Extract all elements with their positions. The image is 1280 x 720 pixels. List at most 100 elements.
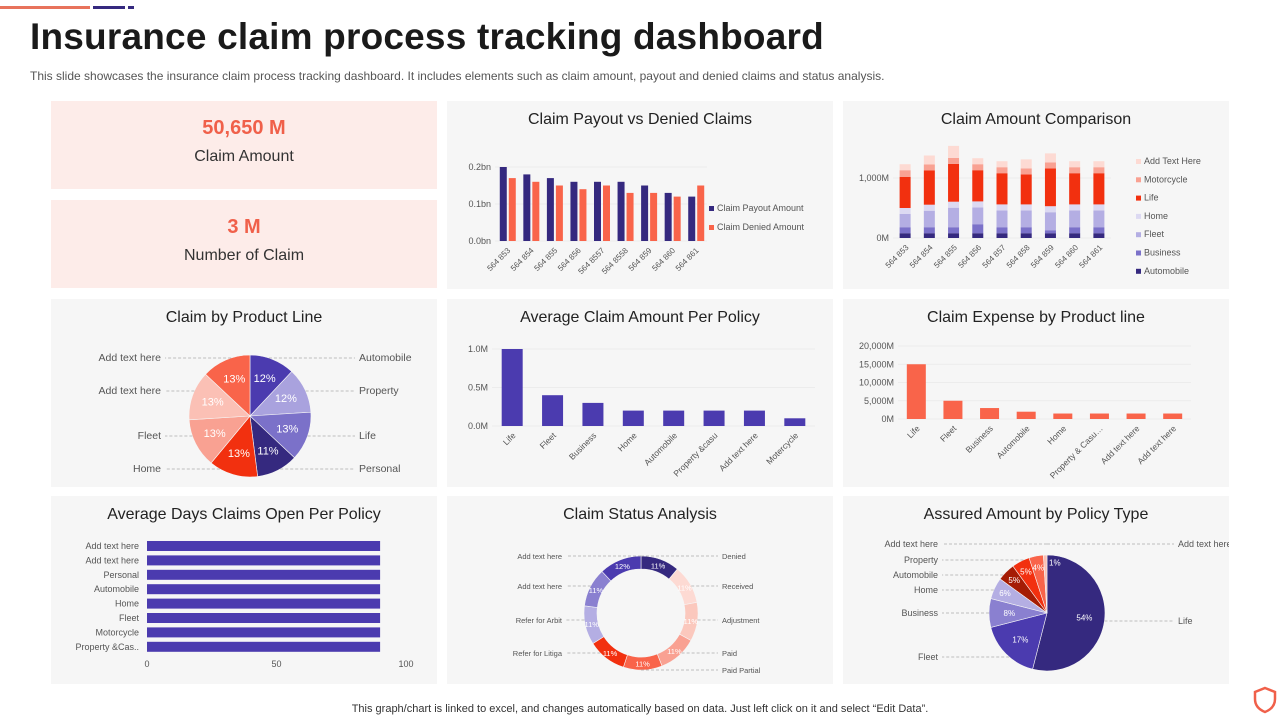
bar [688,196,696,241]
chart-claim-amount-comparison[interactable]: 0M 1,000M 564 853 564 854 564 855 564 856 564 … [843,101,1229,289]
bar-segment [1044,153,1056,163]
decor-line-orange [0,6,90,9]
bar-segment [1020,233,1032,238]
x-tick-label: 564 8558 [600,246,630,276]
bar [147,541,381,551]
slice-percent: 12% [615,562,630,571]
bar [532,181,540,241]
legend-label: Motorcycle [1144,174,1188,184]
bar-segment [1093,227,1105,234]
bar [784,418,806,426]
x-tick-label: Business [567,430,598,461]
y-tick-label: 20,000M [859,341,894,351]
bar-segment [1069,173,1081,205]
bar [542,395,564,426]
page-title: Insurance claim process tracking dashboa… [30,16,824,57]
bar-segment [972,164,984,171]
slice-label: Home [133,463,161,475]
bar-segment [1093,204,1105,211]
slice-percent: 54% [1076,614,1092,623]
y-tick-label: Add text here [85,541,139,551]
y-tick-label: 0.0M [468,421,488,431]
y-tick-label: Home [115,599,139,609]
pie-slice [1032,554,1106,672]
bar-segment [1044,168,1056,207]
chart-claim-expense[interactable]: 0M 5,000M 10,000M 15,000M 20,000M Life Fleet Bu… [843,299,1229,487]
bar-segment [972,201,984,208]
legend-swatch [1136,213,1141,219]
x-tick-label: 50 [271,659,281,669]
bar-segment [1020,168,1032,175]
bar [622,410,644,426]
x-tick-label: 0 [144,659,149,669]
legend-swatch [1136,177,1141,183]
bar-segment [948,145,960,158]
slice-label: Refer for Litiga [513,649,563,658]
bar [1016,411,1036,419]
bar-segment [1093,161,1105,168]
chart-average-claim-amount[interactable]: 0.0M 0.5M 1.0M Life Fleet Business Home Automob… [447,299,833,487]
x-tick-label: 564 853 [884,243,911,270]
slice-percent: 4% [1033,563,1045,572]
chart-claim-by-product-line[interactable]: 12% Automobile 12% Property 13% Life 11% Person… [51,299,437,487]
bar [499,167,507,241]
x-tick-label: Automobile [994,423,1031,460]
y-tick-label: 10,000M [859,378,894,388]
legend-label: Add Text Here [1144,156,1201,166]
chart-assured-amount[interactable]: 54% Life 17% Fleet 8% Business 6% Home 5% Automob… [843,496,1229,684]
x-tick-label: 564 859 [1029,243,1056,270]
slice-percent: 13% [202,397,224,409]
bar-segment [948,201,960,208]
bar-segment [923,210,935,228]
y-tick-label: Fleet [119,613,140,623]
slice-label: Add text here [517,582,562,591]
x-tick-label: Life [501,430,518,447]
bar [743,410,765,426]
bar [697,185,705,241]
legend-label: Claim Payout Amount [717,203,804,213]
legend-swatch [709,206,714,211]
kpi-label: Number of Claim [183,247,305,264]
legend-swatch [1136,159,1141,164]
bar [943,400,963,419]
bar-segment [1093,167,1105,174]
bar-segment [899,170,911,177]
bar-segment [1093,210,1105,228]
pie-slice [1043,554,1048,614]
slice-label: Paid [722,649,737,658]
legend-swatch [1136,232,1141,238]
slice-label: Property [359,385,399,397]
bar-segment [1020,227,1032,234]
slice-label: Fleet [138,430,161,442]
chart-average-days-open[interactable]: 0 50 100 Add text here Add text here Personal… [51,496,437,684]
bar-segment [948,157,960,164]
bar [147,584,381,595]
slice-percent: 11% [589,586,604,595]
kpi-label: Claim Amount [194,148,294,165]
x-tick-label: 564 858 [1005,243,1032,270]
x-tick-label: 564 853 [485,246,512,273]
chart-title: Claim by Product Line [165,309,323,326]
chart-claim-payout-vs-denied[interactable]: 0.0bn 0.1bn 0.2bn 564 853 564 854 564 855 564 … [447,101,833,289]
bar-segment [899,208,911,214]
slice-label: Denied [722,552,746,561]
y-tick-label: Property &Cas.. [75,642,139,652]
y-tick-label: 0.1bn [468,199,491,209]
bar-segment [1069,210,1081,228]
bar [147,627,381,638]
chart-title: Average Days Claims Open Per Policy [107,506,381,523]
slice-percent: 13% [228,448,250,460]
chart-title: Assured Amount by Policy Type [923,506,1149,523]
bar-segment [1044,230,1056,234]
bar-segment [996,161,1008,168]
bar [1163,413,1183,419]
x-tick-label: Business [964,423,995,454]
x-tick-label: 564 860 [1053,243,1080,270]
legend-label: Life [1144,193,1159,203]
y-tick-label: Personal [103,570,139,580]
bar [147,641,381,652]
chart-title: Claim Amount Comparison [940,111,1132,128]
bar [1089,413,1109,419]
bar-segment [1093,233,1105,238]
chart-claim-status-analysis[interactable]: 11% Denied 11% Received 11% Adjustment 11% Paid… [447,496,833,684]
